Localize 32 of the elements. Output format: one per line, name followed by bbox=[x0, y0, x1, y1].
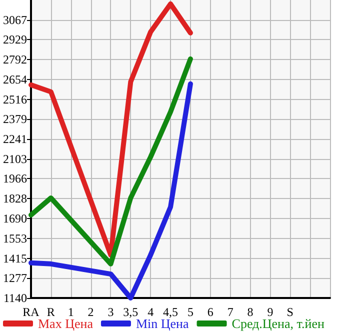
y-tick-label: 1553 bbox=[3, 231, 27, 246]
y-tick-label: 1415 bbox=[3, 251, 27, 266]
x-tick-label: 6 bbox=[207, 305, 214, 319]
y-tick-label: 1140 bbox=[3, 291, 27, 305]
x-tick-label: 8 bbox=[247, 305, 254, 319]
legend-label: Сред.Цена, т.йен bbox=[232, 316, 324, 331]
x-tick-label: S bbox=[286, 305, 294, 319]
y-tick-label: 2654 bbox=[3, 72, 27, 86]
x-tick-label: 3 bbox=[108, 305, 114, 319]
x-tick-label: 4 bbox=[148, 305, 154, 319]
y-tick-label: 1690 bbox=[3, 212, 27, 226]
x-tick-label: 7 bbox=[227, 305, 234, 319]
y-tick-label: 1828 bbox=[3, 192, 27, 206]
legend-label: Min Цена bbox=[136, 316, 189, 331]
y-tick-label: 1966 bbox=[3, 172, 27, 186]
x-tick-label: R bbox=[46, 305, 55, 319]
x-tick-label: 9 bbox=[267, 305, 274, 319]
x-tick-label: 3,5 bbox=[123, 305, 138, 319]
x-tick-label: 4,5 bbox=[163, 305, 178, 319]
y-tick-label: 2379 bbox=[3, 112, 27, 126]
y-tick-label: 1277 bbox=[3, 271, 27, 286]
x-tick-label: 2 bbox=[88, 305, 94, 319]
x-tick-label: 5 bbox=[187, 305, 194, 319]
y-tick-label: 3067 bbox=[3, 12, 27, 27]
x-tick-label: 1 bbox=[68, 305, 74, 319]
y-tick-label: 2929 bbox=[3, 32, 27, 47]
legend-label: Max Цена bbox=[38, 316, 94, 331]
x-tick-label: RA bbox=[22, 305, 40, 319]
y-tick-label: 2241 bbox=[3, 132, 27, 146]
y-tick-label: 2792 bbox=[3, 52, 27, 66]
y-tick-label: 2516 bbox=[3, 92, 27, 106]
y-tick-label: 2103 bbox=[3, 152, 27, 166]
